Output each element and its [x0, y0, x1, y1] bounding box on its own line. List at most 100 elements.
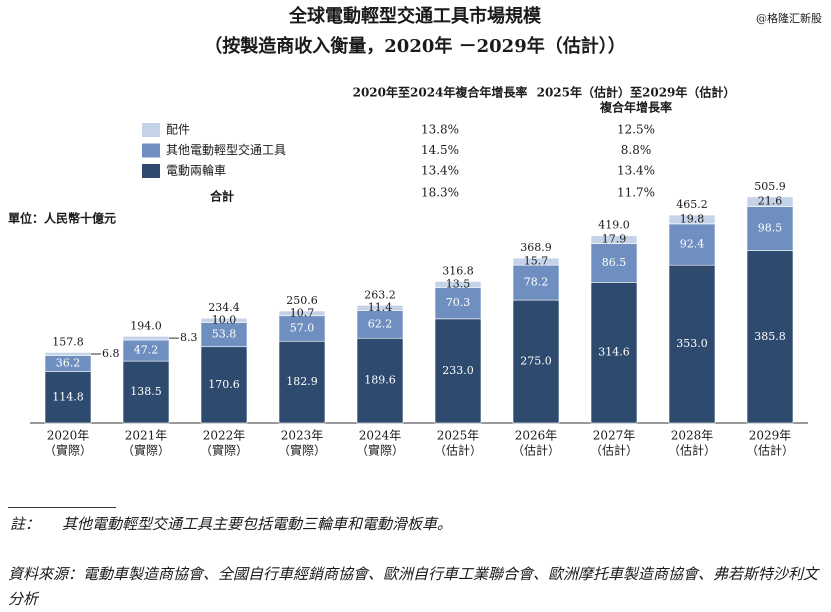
value-label: 138.5 — [130, 385, 162, 398]
bar-segment — [122, 360, 170, 424]
note-rule — [8, 507, 116, 508]
bar-segment — [44, 352, 92, 356]
cagr-cell: 13.8% — [421, 123, 459, 137]
value-label: 189.6 — [364, 374, 396, 387]
x-tick-sublabel: （實際） — [44, 443, 92, 458]
x-tick-sublabel: （實際） — [278, 443, 326, 458]
x-tick-label: 2023年 — [281, 429, 324, 443]
total-label: 505.9 — [754, 180, 786, 193]
value-label: 10.7 — [290, 306, 315, 319]
bar-segment — [356, 310, 404, 339]
value-label: 53.8 — [212, 328, 237, 341]
x-tick-label: 2021年 — [125, 429, 168, 443]
value-label: 233.0 — [442, 364, 474, 377]
x-tick-sublabel: （估計） — [434, 443, 482, 458]
total-label: 234.4 — [208, 301, 240, 314]
total-label: 194.0 — [130, 319, 162, 332]
bar-segment — [434, 287, 482, 320]
value-label: 78.2 — [524, 276, 549, 289]
x-tick-sublabel: （估計） — [512, 443, 560, 458]
value-label: 385.8 — [754, 330, 786, 343]
value-label: 353.0 — [676, 337, 708, 350]
unit-label: 單位：人民幣十億元 — [8, 211, 116, 226]
value-label: 275.0 — [520, 355, 552, 368]
x-tick-sublabel: （估計） — [746, 443, 794, 458]
watermark: @格隆汇新股 — [756, 11, 822, 25]
legend-total: 合計 — [210, 189, 234, 204]
value-label: 36.2 — [56, 357, 81, 370]
cagr-cell: 18.3% — [421, 186, 459, 200]
bar-segment — [590, 235, 638, 245]
value-label: 98.5 — [758, 222, 783, 235]
bar-segment — [122, 335, 170, 341]
x-tick-label: 2024年 — [359, 429, 402, 443]
value-label: 70.3 — [446, 296, 471, 309]
cagr-cell: 13.4% — [421, 164, 459, 178]
x-tick-label: 2029年 — [749, 429, 792, 443]
bar-segment — [434, 281, 482, 288]
total-label: 316.8 — [442, 264, 474, 277]
total-label: 368.9 — [520, 241, 552, 254]
bar-segment — [590, 243, 638, 283]
total-label: 157.8 — [52, 335, 84, 348]
note-text: 其他電動輕型交通工具主要包括電動三輪車和電動滑板車。 — [62, 515, 453, 533]
value-label: 47.2 — [134, 344, 159, 357]
value-label: 21.6 — [758, 195, 783, 208]
value-label: 92.4 — [680, 238, 705, 251]
bar-segment — [746, 206, 794, 251]
x-tick-label: 2028年 — [671, 429, 714, 443]
chart-subtitle: （按製造商收入衡量，2020年 －2029年（估計）） — [204, 35, 625, 57]
x-tick-sublabel: （實際） — [356, 443, 404, 458]
source: 資料來源：電動車製造商協會、全國自行車經銷商協會、歐洲自行車工業聯合會、歐洲摩托… — [8, 565, 819, 608]
value-label: 6.8 — [102, 347, 120, 360]
legend-swatch — [142, 164, 160, 178]
value-label: 182.9 — [286, 375, 318, 388]
total-label: 465.2 — [676, 198, 708, 211]
bar-segment — [278, 315, 326, 342]
bar-segment — [512, 264, 560, 301]
total-label: 419.0 — [598, 219, 630, 232]
x-tick-label: 2026年 — [515, 429, 558, 443]
value-label: 86.5 — [602, 256, 627, 269]
x-tick-label: 2020年 — [47, 429, 90, 443]
value-label: 13.5 — [446, 277, 471, 290]
bar-segment — [668, 223, 716, 266]
bar-segment — [44, 371, 92, 424]
bar-segment — [512, 299, 560, 424]
chart: 全球電動輕型交通工具市場規模 （按製造商收入衡量，2020年 －2029年（估計… — [8, 5, 822, 458]
bar-segment — [278, 310, 326, 317]
x-tick-sublabel: （估計） — [590, 443, 638, 458]
legend-label: 電動兩輪車 — [166, 163, 226, 178]
bar-segment — [434, 318, 482, 424]
value-label: 62.2 — [368, 317, 393, 330]
x-tick-sublabel: （實際） — [200, 443, 248, 458]
note-label: 註： — [10, 515, 41, 533]
x-tick-label: 2027年 — [593, 429, 636, 443]
cagr-cell: 12.5% — [617, 123, 655, 137]
x-tick-label: 2022年 — [203, 429, 246, 443]
x-tick-sublabel: （實際） — [122, 443, 170, 458]
bar-segment — [200, 322, 248, 348]
total-label: 250.6 — [286, 294, 318, 307]
cagr-cell: 11.7% — [617, 186, 655, 200]
value-label: 57.0 — [290, 322, 315, 335]
bar-segment — [200, 346, 248, 424]
bar-segment — [356, 337, 404, 424]
value-label: 314.6 — [598, 346, 630, 359]
bar-segment — [200, 317, 248, 323]
bar-segment — [356, 305, 404, 311]
table-header: 2025年（估計）至2029年（估計） — [537, 85, 736, 100]
table-header: 複合年增長率 — [599, 100, 672, 115]
legend-swatch — [142, 123, 160, 137]
bar-segment — [746, 250, 794, 424]
value-label: 19.8 — [680, 212, 705, 225]
bar-segment — [746, 196, 794, 207]
total-label: 263.2 — [364, 288, 396, 301]
legend-label: 其他電動輕型交通工具 — [166, 142, 286, 157]
value-label: 11.4 — [368, 301, 393, 314]
bar-segment — [278, 340, 326, 424]
value-label: 17.9 — [602, 233, 627, 246]
cagr-cell: 13.4% — [617, 164, 655, 178]
value-label: 15.7 — [524, 255, 549, 268]
